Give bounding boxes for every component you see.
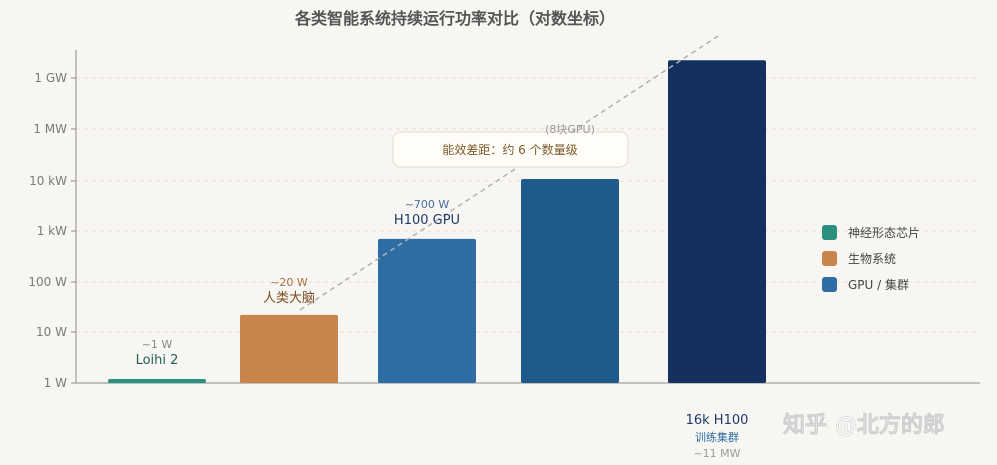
bar xyxy=(240,314,338,383)
y-tick-label: 1 MW xyxy=(33,122,67,136)
gap-callout-box xyxy=(392,131,629,168)
legend-label: GPU / 集群 xyxy=(848,277,909,292)
y-tick-label: 1 GW xyxy=(34,71,67,85)
gap-callout: 能效差距：约 6 个数量级 xyxy=(392,131,629,168)
watermark-text: 知乎 @北方的郎 xyxy=(783,412,945,438)
bar-power-label: ~1 W xyxy=(142,338,173,351)
legend-swatch xyxy=(822,277,837,292)
bar xyxy=(378,238,476,383)
bar-power-label: ~11 MW xyxy=(693,447,740,460)
bar-name-label: 16k H100 xyxy=(686,413,749,428)
bar-name-label: H100 GPU xyxy=(394,213,460,228)
legend-swatch xyxy=(822,251,837,266)
bar xyxy=(521,178,619,383)
bar xyxy=(668,60,766,383)
trend-line xyxy=(299,35,719,311)
bar-power-label: ~20 W xyxy=(270,276,308,289)
bar-sub-label: 训练集群 xyxy=(695,430,739,444)
bar-name-label: Loihi 2 xyxy=(136,353,179,368)
y-tick-label: 10 W xyxy=(36,325,67,339)
gap-callout-text: 能效差距：约 6 个数量级 xyxy=(442,142,577,157)
legend-swatch xyxy=(822,225,837,240)
chart-title: 各类智能系统持续运行功率对比（对数坐标） xyxy=(294,9,615,28)
y-tick-label: 10 kW xyxy=(29,174,67,188)
y-tick-label: 1 W xyxy=(44,376,67,390)
y-tick-label: 1 kW xyxy=(37,224,67,238)
bar-name-label: 人类大脑 xyxy=(263,291,315,306)
bars-layer xyxy=(108,60,766,383)
legend-label: 生物系统 xyxy=(848,252,896,266)
bar-power-label: ~700 W xyxy=(405,198,450,211)
ytick-layer: 1 W 10 W 100 W 1 kW 10 kW 1 MW 1 GW xyxy=(28,71,76,390)
legend-label: 神经形态芯片 xyxy=(848,226,920,240)
labels-layer: ~1 W Loihi 2 ~20 W 人类大脑 ~700 W H100 GPU (8块GPU… xyxy=(136,123,749,460)
y-tick-label: 100 W xyxy=(28,275,67,289)
bar xyxy=(108,378,206,383)
bar-power-label: (8块GPU) xyxy=(545,123,595,136)
